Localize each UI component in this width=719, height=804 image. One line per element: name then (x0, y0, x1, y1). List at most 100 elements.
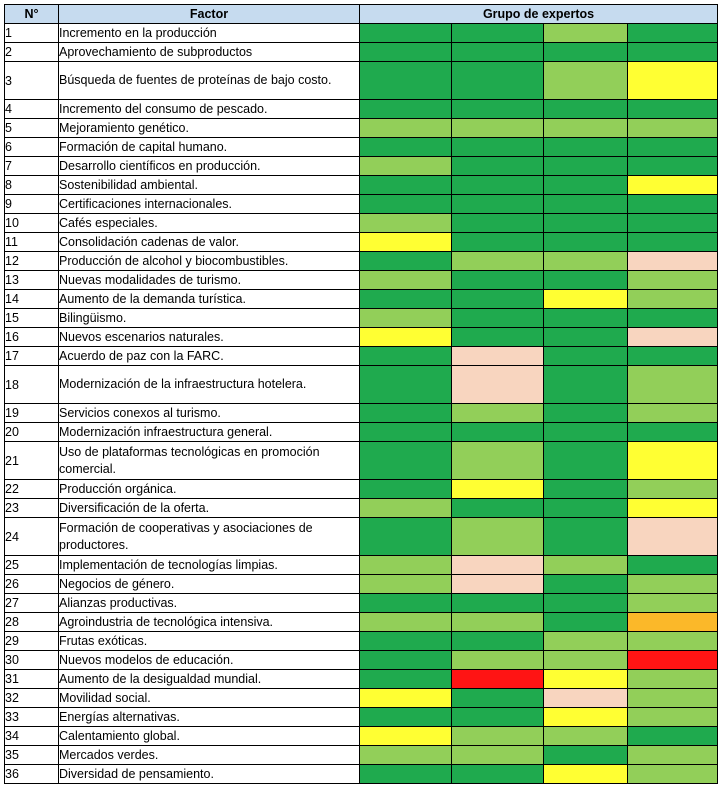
expert-rating-cell-4 (626, 631, 719, 651)
expert-rating-cell-1 (359, 631, 452, 651)
table-row: 12 Producción de alcohol y biocombustible… (4, 251, 719, 271)
expert-rating-cell-4 (626, 23, 719, 43)
expert-rating-cell-2 (451, 346, 544, 366)
row-number: 9 (4, 194, 59, 214)
expert-rating-cell-4 (626, 365, 719, 404)
expert-rating-cell-2 (451, 308, 544, 328)
expert-rating-cell-1 (359, 251, 452, 271)
row-factor: Nuevos escenarios naturales. (58, 327, 360, 347)
expert-rating-cell-3 (543, 403, 628, 423)
table-row: 20 Modernización infraestructura general. (4, 422, 719, 442)
expert-rating-cell-3 (543, 175, 628, 195)
row-number: 23 (4, 498, 59, 518)
row-factor: Frutas exóticas. (58, 631, 360, 651)
row-number: 31 (4, 669, 59, 689)
expert-rating-cell-1 (359, 669, 452, 689)
expert-rating-cell-2 (451, 441, 544, 480)
expert-rating-cell-1 (359, 422, 452, 442)
row-factor: Nuevos modelos de educación. (58, 650, 360, 670)
table-row: 33 Energías alternativas. (4, 707, 719, 727)
expert-rating-cell-1 (359, 346, 452, 366)
expert-rating-cell-1 (359, 365, 452, 404)
row-factor: Aumento de la desigualdad mundial. (58, 669, 360, 689)
row-factor: Mercados verdes. (58, 745, 360, 765)
table-row: 10 Cafés especiales. (4, 213, 719, 233)
expert-rating-cell-2 (451, 118, 544, 138)
expert-rating-cell-1 (359, 118, 452, 138)
expert-rating-cell-2 (451, 61, 544, 100)
header-expert-group: Grupo de expertos (358, 4, 719, 24)
expert-rating-cell-3 (543, 726, 628, 746)
expert-rating-cell-3 (543, 327, 628, 347)
expert-rating-cell-2 (451, 251, 544, 271)
table-row: 25 Implementación de tecnologías limpias. (4, 555, 719, 575)
table-row: 19 Servicios conexos al turismo. (4, 403, 719, 423)
row-number: 6 (4, 137, 59, 157)
row-factor: Agroindustria de tecnológica intensiva. (58, 612, 360, 632)
expert-rating-cell-1 (359, 194, 452, 214)
row-factor: Cafés especiales. (58, 213, 360, 233)
expert-rating-cell-4 (626, 403, 719, 423)
row-number: 14 (4, 289, 59, 309)
expert-rating-cell-3 (543, 308, 628, 328)
expert-rating-cell-4 (626, 688, 719, 708)
table-row: 5 Mejoramiento genético. (4, 118, 719, 138)
expert-rating-cell-3 (543, 99, 628, 119)
expert-rating-cell-4 (626, 156, 719, 176)
expert-rating-cell-2 (451, 137, 544, 157)
expert-rating-cell-1 (359, 308, 452, 328)
expert-rating-cell-2 (451, 745, 544, 765)
expert-rating-cell-2 (451, 23, 544, 43)
expert-rating-cell-2 (451, 232, 544, 252)
row-factor: Negocios de género. (58, 574, 360, 594)
expert-rating-cell-2 (451, 555, 544, 575)
table-row: 18 Modernización de la infraestructura ho… (4, 365, 719, 404)
row-number: 2 (4, 42, 59, 62)
row-number: 21 (4, 441, 59, 480)
row-factor: Modernización de la infraestructura hote… (58, 365, 360, 404)
expert-rating-cell-1 (359, 707, 452, 727)
row-number: 18 (4, 365, 59, 404)
table-row: 34 Calentamiento global. (4, 726, 719, 746)
expert-rating-cell-3 (543, 498, 628, 518)
table-row: 11 Consolidación cadenas de valor. (4, 232, 719, 252)
expert-rating-cell-1 (359, 61, 452, 100)
row-number: 8 (4, 175, 59, 195)
expert-rating-cell-3 (543, 517, 628, 556)
row-factor: Incremento en la producción (58, 23, 360, 43)
expert-rating-cell-3 (543, 365, 628, 404)
expert-rating-cell-1 (359, 555, 452, 575)
expert-rating-cell-1 (359, 23, 452, 43)
expert-rating-cell-4 (626, 327, 719, 347)
expert-rating-cell-4 (626, 99, 719, 119)
table-row: 1 Incremento en la producción (4, 23, 719, 43)
expert-rating-cell-3 (543, 42, 628, 62)
expert-rating-cell-2 (451, 593, 544, 613)
row-number: 30 (4, 650, 59, 670)
table-row: 30 Nuevos modelos de educación. (4, 650, 719, 670)
table-row: 15 Bilingüismo. (4, 308, 719, 328)
expert-rating-cell-3 (543, 270, 628, 290)
header-factor: Factor (58, 4, 360, 24)
expert-rating-cell-3 (543, 669, 628, 689)
expert-rating-cell-2 (451, 403, 544, 423)
table-row: 32 Movilidad social. (4, 688, 719, 708)
row-number: 12 (4, 251, 59, 271)
row-factor: Aprovechamiento de subproductos (58, 42, 360, 62)
row-number: 32 (4, 688, 59, 708)
table-row: 14 Aumento de la demanda turística. (4, 289, 719, 309)
table-row: 9 Certificaciones internacionales. (4, 194, 719, 214)
expert-rating-cell-1 (359, 517, 452, 556)
expert-rating-cell-2 (451, 574, 544, 594)
expert-rating-cell-3 (543, 650, 628, 670)
table-row: 16 Nuevos escenarios naturales. (4, 327, 719, 347)
expert-rating-cell-3 (543, 764, 628, 784)
row-factor: Mejoramiento genético. (58, 118, 360, 138)
table-row: 22 Producción orgánica. (4, 479, 719, 499)
row-factor: Formación de cooperativas y asociaciones… (58, 517, 360, 556)
expert-rating-cell-1 (359, 289, 452, 309)
row-factor: Nuevas modalidades de turismo. (58, 270, 360, 290)
expert-rating-cell-2 (451, 707, 544, 727)
expert-rating-cell-2 (451, 422, 544, 442)
expert-rating-cell-3 (543, 574, 628, 594)
